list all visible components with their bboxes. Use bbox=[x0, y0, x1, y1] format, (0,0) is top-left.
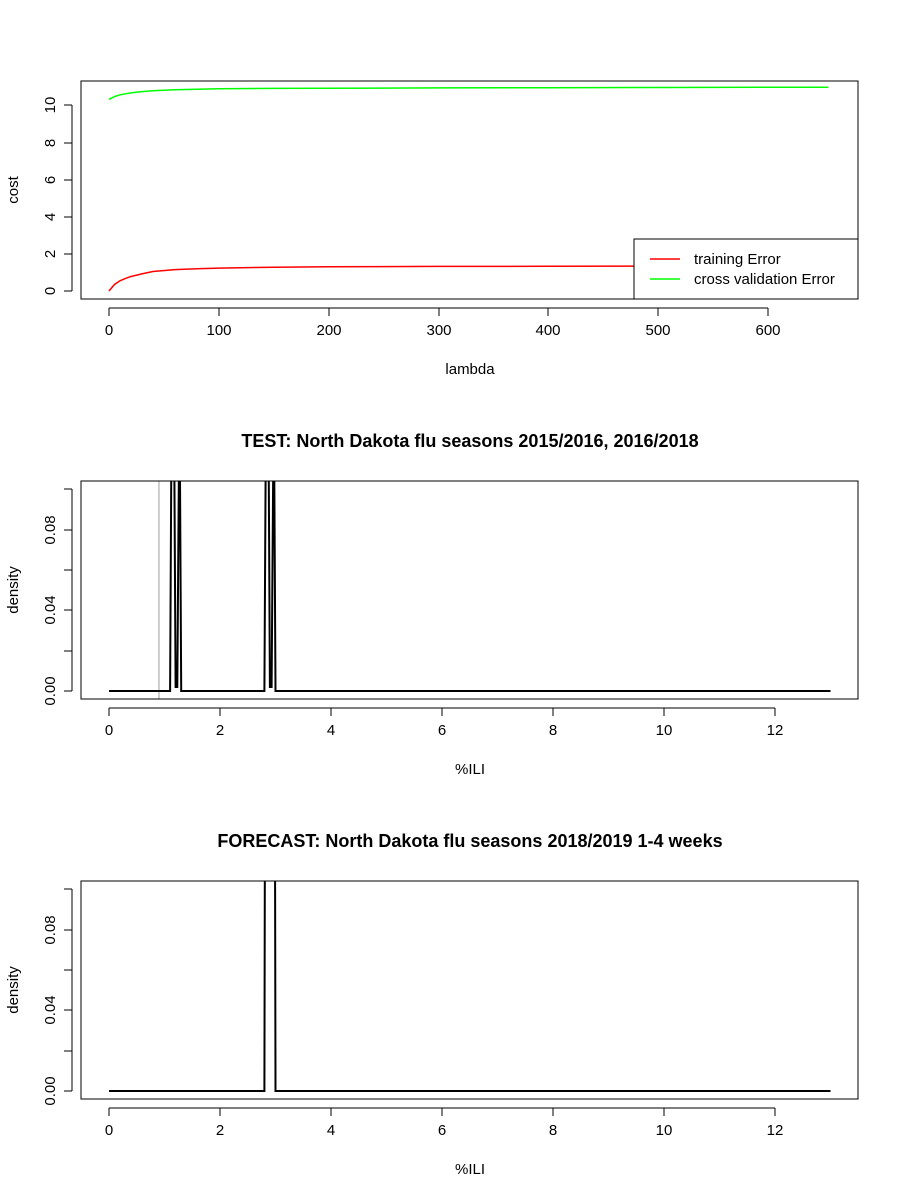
forecast-x-tick-label-8: 8 bbox=[549, 1122, 557, 1139]
cost-y-tick-4: 4 bbox=[42, 213, 72, 221]
test-x-tick-0: 0 bbox=[105, 708, 113, 739]
cost-y-tick-label-6: 6 bbox=[42, 176, 59, 184]
forecast-y-tick-label-1: 0.04 bbox=[42, 995, 59, 1024]
cost-y-ticks: 0 2 4 6 8 10 bbox=[42, 97, 73, 295]
forecast-x-ticks: 0 2 4 6 8 10 12 bbox=[105, 1107, 784, 1139]
forecast-x-tick-2: 2 bbox=[216, 1108, 224, 1139]
forecast-y-tick-label-0: 0.00 bbox=[42, 1076, 59, 1105]
cost-x-tick-label-200: 200 bbox=[316, 322, 341, 339]
forecast-x-tick-8: 8 bbox=[549, 1108, 557, 1139]
forecast-x-tick-label-4: 4 bbox=[327, 1122, 335, 1139]
legend-label-cross-validation-error: cross validation Error bbox=[694, 271, 835, 288]
test-x-tick-2: 2 bbox=[216, 708, 224, 739]
forecast-x-tick-label-0: 0 bbox=[105, 1122, 113, 1139]
cost-y-tick-0: 0 bbox=[42, 287, 72, 295]
test-density-panel: TEST: North Dakota flu seasons 2015/2016… bbox=[5, 431, 859, 778]
forecast-chart-title: FORECAST: North Dakota flu seasons 2018/… bbox=[217, 831, 722, 851]
test-y-axis-label: density bbox=[5, 566, 22, 614]
test-plot-area bbox=[109, 481, 831, 699]
training-error-line bbox=[108, 265, 829, 292]
test-x-tick-6: 6 bbox=[438, 708, 446, 739]
test-chart-title: TEST: North Dakota flu seasons 2015/2016… bbox=[241, 431, 698, 451]
legend-entry-cross-validation-error: cross validation Error bbox=[650, 271, 835, 288]
cost-y-axis-label: cost bbox=[5, 175, 22, 203]
cost-y-tick-label-4: 4 bbox=[42, 213, 59, 221]
cost-y-tick-label-2: 2 bbox=[42, 250, 59, 258]
cost-x-tick-label-300: 300 bbox=[426, 322, 451, 339]
forecast-x-tick-6: 6 bbox=[438, 1108, 446, 1139]
cost-x-ticks: 0 100 200 300 400 500 600 bbox=[105, 307, 781, 339]
legend-label-training-error: training Error bbox=[694, 251, 781, 268]
test-y-tick-label-0: 0.00 bbox=[42, 676, 59, 705]
cost-plot-area bbox=[108, 86, 829, 292]
forecast-density-panel: FORECAST: North Dakota flu seasons 2018/… bbox=[5, 831, 859, 1178]
cost-x-tick-label-100: 100 bbox=[206, 322, 231, 339]
forecast-x-tick-4: 4 bbox=[327, 1108, 335, 1139]
test-x-tick-4: 4 bbox=[327, 708, 335, 739]
cross-validation-error-line bbox=[108, 86, 829, 101]
cost-x-tick-600: 600 bbox=[755, 308, 781, 339]
legend-entry-training-error: training Error bbox=[650, 251, 781, 268]
cost-legend-box bbox=[633, 238, 859, 300]
cost-y-tick-2: 2 bbox=[42, 250, 72, 258]
forecast-x-tick-label-10: 10 bbox=[656, 1122, 673, 1139]
test-x-axis-label: %ILI bbox=[455, 761, 485, 778]
cost-y-tick-10: 10 bbox=[42, 97, 72, 114]
forecast-plot-area bbox=[109, 881, 831, 1092]
cost-y-tick-label-10: 10 bbox=[42, 97, 59, 114]
test-x-tick-label-6: 6 bbox=[438, 722, 446, 739]
test-x-ticks: 0 2 4 6 8 10 12 bbox=[105, 707, 784, 739]
cost-x-tick-400: 400 bbox=[535, 308, 561, 339]
test-x-tick-label-12: 12 bbox=[767, 722, 784, 739]
forecast-x-tick-label-6: 6 bbox=[438, 1122, 446, 1139]
test-y-tick-label-2: 0.08 bbox=[42, 515, 59, 544]
test-x-tick-label-8: 8 bbox=[549, 722, 557, 739]
test-x-tick-10: 10 bbox=[656, 708, 673, 739]
test-x-tick-label-4: 4 bbox=[327, 722, 335, 739]
forecast-x-tick-label-12: 12 bbox=[767, 1122, 784, 1139]
forecast-x-tick-12: 12 bbox=[767, 1108, 784, 1139]
cost-y-tick-label-8: 8 bbox=[42, 139, 59, 147]
cost-y-tick-8: 8 bbox=[42, 139, 72, 147]
test-density-line bbox=[109, 481, 831, 692]
test-y-ticks: 0.00 0.04 0.08 bbox=[42, 488, 73, 706]
cost-panel: cost lambda 0 2 4 6 8 10 0 100 bbox=[5, 80, 859, 378]
forecast-y-axis-label: density bbox=[5, 966, 22, 1014]
forecast-x-tick-10: 10 bbox=[656, 1108, 673, 1139]
forecast-y-ticks: 0.00 0.04 0.08 bbox=[42, 888, 73, 1106]
forecast-y-tick-label-2: 0.08 bbox=[42, 915, 59, 944]
test-x-tick-label-0: 0 bbox=[105, 722, 113, 739]
cost-x-tick-0: 0 bbox=[105, 308, 113, 339]
cost-y-tick-label-0: 0 bbox=[42, 287, 59, 295]
cost-x-tick-label-600: 600 bbox=[755, 322, 780, 339]
test-x-tick-12: 12 bbox=[767, 708, 784, 739]
test-x-tick-label-2: 2 bbox=[216, 722, 224, 739]
forecast-x-tick-0: 0 bbox=[105, 1108, 113, 1139]
cost-x-tick-300: 300 bbox=[426, 308, 452, 339]
cost-x-tick-500: 500 bbox=[645, 308, 671, 339]
test-y-tick-label-1: 0.04 bbox=[42, 595, 59, 624]
cost-x-axis-label: lambda bbox=[445, 361, 495, 378]
test-x-tick-8: 8 bbox=[549, 708, 557, 739]
test-plot-frame bbox=[80, 480, 859, 700]
test-x-tick-label-10: 10 bbox=[656, 722, 673, 739]
forecast-x-tick-label-2: 2 bbox=[216, 1122, 224, 1139]
cost-plot-frame bbox=[80, 80, 859, 300]
cost-x-tick-200: 200 bbox=[316, 308, 342, 339]
forecast-plot-frame bbox=[80, 880, 859, 1100]
cost-x-tick-100: 100 bbox=[206, 308, 232, 339]
forecast-x-axis-label: %ILI bbox=[455, 1161, 485, 1178]
cost-x-tick-label-0: 0 bbox=[105, 322, 113, 339]
forecast-density-line bbox=[109, 881, 831, 1092]
cost-x-tick-label-400: 400 bbox=[535, 322, 560, 339]
cost-x-tick-label-500: 500 bbox=[645, 322, 670, 339]
cost-y-tick-6: 6 bbox=[42, 176, 72, 184]
cost-legend: training Error cross validation Error bbox=[633, 238, 859, 300]
